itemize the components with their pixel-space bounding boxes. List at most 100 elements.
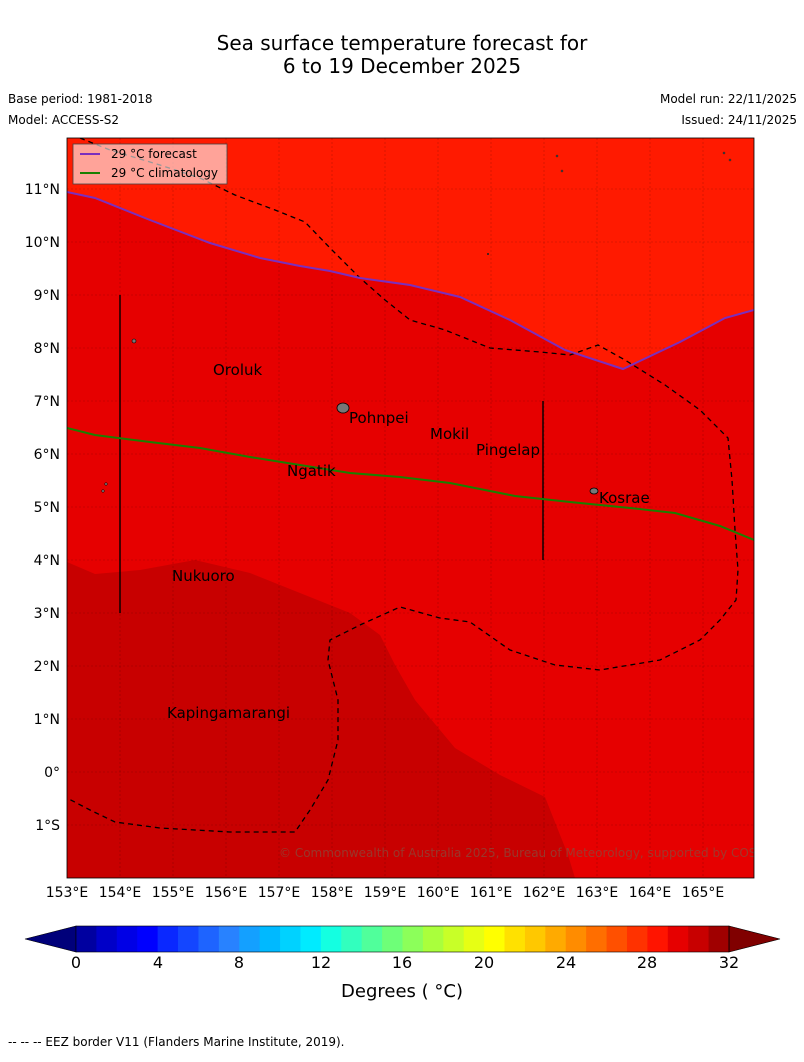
colorbar-cell bbox=[484, 926, 505, 952]
colorbar-cell bbox=[667, 926, 689, 952]
graticule bbox=[67, 138, 754, 878]
pohnpei-island bbox=[336, 402, 350, 414]
islet bbox=[486, 252, 490, 256]
kosrae-island bbox=[589, 487, 599, 495]
lat-label: 11°N bbox=[25, 182, 60, 198]
colorbar-cell bbox=[626, 926, 648, 952]
colorbar-cell bbox=[524, 926, 546, 952]
lon-label: 163°E bbox=[576, 885, 619, 901]
colorbar-cell bbox=[606, 926, 628, 952]
label-mokil: Mokil bbox=[430, 425, 469, 443]
lat-label: 9°N bbox=[34, 288, 60, 304]
colorbar-cell bbox=[708, 926, 730, 952]
colorbar-cell bbox=[300, 926, 322, 952]
islet bbox=[728, 158, 732, 162]
title-line-2: 6 to 19 December 2025 bbox=[282, 54, 522, 78]
colorbar-cell bbox=[586, 926, 607, 952]
islet bbox=[101, 489, 105, 493]
lon-label: 160°E bbox=[417, 885, 460, 901]
label-kapingamarangi: Kapingamarangi bbox=[167, 704, 290, 722]
legend: 29 °C forecast 29 °C climatology bbox=[72, 143, 228, 185]
lon-label: 158°E bbox=[311, 885, 354, 901]
colorbar-cell bbox=[280, 926, 301, 952]
label-kosrae: Kosrae bbox=[599, 489, 650, 507]
colorbar-title: Degrees ( °C) bbox=[341, 981, 463, 1002]
colorbar-cell bbox=[361, 926, 383, 952]
colorbar-cell bbox=[565, 926, 587, 952]
lon-label: 155°E bbox=[152, 885, 195, 901]
colorbar-cells bbox=[76, 926, 730, 952]
legend-climatology-label: 29 °C climatology bbox=[111, 166, 218, 180]
label-nukuoro: Nukuoro bbox=[172, 567, 235, 585]
label-ngatik: Ngatik bbox=[287, 462, 336, 480]
model-run: Model run: 22/11/2025 bbox=[659, 92, 797, 106]
longitude-labels: 153°E 154°E 155°E 156°E 157°E 158°E 159°… bbox=[46, 885, 725, 901]
lat-label: 2°N bbox=[34, 659, 60, 675]
colorbar-cell bbox=[463, 926, 485, 952]
islet bbox=[104, 482, 108, 486]
colorbar-cell bbox=[76, 926, 97, 952]
colorbar-cell bbox=[422, 926, 444, 952]
cool-sst-region bbox=[67, 560, 575, 878]
label-oroluk: Oroluk bbox=[213, 361, 262, 379]
colorbar-cell bbox=[647, 926, 669, 952]
lat-label: 10°N bbox=[25, 235, 60, 251]
colorbar-tick: 24 bbox=[556, 953, 576, 972]
lat-label: 7°N bbox=[34, 394, 60, 410]
lat-label: 5°N bbox=[34, 500, 60, 516]
colorbar-cell bbox=[341, 926, 363, 952]
colorbar-cell bbox=[259, 926, 281, 952]
label-pingelap: Pingelap bbox=[476, 441, 540, 459]
colorbar-cell bbox=[402, 926, 424, 952]
colorbar-cell bbox=[157, 926, 179, 952]
colorbar-cell bbox=[320, 926, 342, 952]
lat-label: 1°S bbox=[35, 818, 60, 834]
lon-label: 161°E bbox=[470, 885, 513, 901]
colorbar-cell bbox=[688, 926, 709, 952]
lat-label: 4°N bbox=[34, 553, 60, 569]
colorbar-tick: 16 bbox=[392, 953, 412, 972]
credit-text: © Commonwealth of Australia 2025, Bureau… bbox=[279, 846, 784, 860]
legend-forecast-label: 29 °C forecast bbox=[111, 147, 197, 161]
legend-box bbox=[72, 143, 228, 185]
colorbar-cell bbox=[218, 926, 240, 952]
map-title: Sea surface temperature forecast for 6 t… bbox=[0, 32, 804, 78]
colorbar-tick: 0 bbox=[71, 953, 81, 972]
colorbar-cell bbox=[137, 926, 159, 952]
colorbar-tick: 4 bbox=[153, 953, 163, 972]
lon-label: 164°E bbox=[629, 885, 672, 901]
eez-border bbox=[67, 138, 739, 833]
lon-label: 159°E bbox=[364, 885, 407, 901]
islet bbox=[131, 338, 137, 344]
colorbar: 0 4 8 12 16 20 24 28 32 Degrees ( °C) bbox=[24, 925, 781, 1002]
islet bbox=[560, 169, 564, 173]
colorbar-cell bbox=[178, 926, 199, 952]
lat-label: 3°N bbox=[34, 606, 60, 622]
title-line-1: Sea surface temperature forecast for bbox=[216, 31, 588, 55]
lon-label: 157°E bbox=[258, 885, 301, 901]
colorbar-cell bbox=[116, 926, 138, 952]
colorbar-cell bbox=[545, 926, 567, 952]
lat-label: 8°N bbox=[34, 341, 60, 357]
colorbar-cell bbox=[443, 926, 465, 952]
colorbar-min-arrow bbox=[24, 925, 77, 953]
colorbar-cell bbox=[382, 926, 403, 952]
map-frame bbox=[66, 137, 755, 879]
colorbar-cell bbox=[239, 926, 261, 952]
lon-label: 154°E bbox=[99, 885, 142, 901]
lat-label: 0° bbox=[44, 765, 60, 781]
eez-source-note: -- -- -- EEZ border V11 (Flanders Marine… bbox=[8, 1035, 345, 1049]
latitude-labels: 11°N 10°N 9°N 8°N 7°N 6°N 5°N 4°N 3°N 2°… bbox=[25, 182, 60, 834]
colorbar-tick: 32 bbox=[719, 953, 739, 972]
lat-label: 6°N bbox=[34, 447, 60, 463]
colorbar-max-arrow bbox=[728, 925, 781, 953]
lon-label: 156°E bbox=[205, 885, 248, 901]
model-name: Model: ACCESS-S2 bbox=[8, 113, 120, 127]
colorbar-cell bbox=[198, 926, 220, 952]
forecast-contour-29c bbox=[67, 191, 754, 371]
colorbar-tick: 12 bbox=[311, 953, 331, 972]
base-period: Base period: 1981-2018 bbox=[8, 92, 153, 106]
lon-label: 165°E bbox=[682, 885, 725, 901]
